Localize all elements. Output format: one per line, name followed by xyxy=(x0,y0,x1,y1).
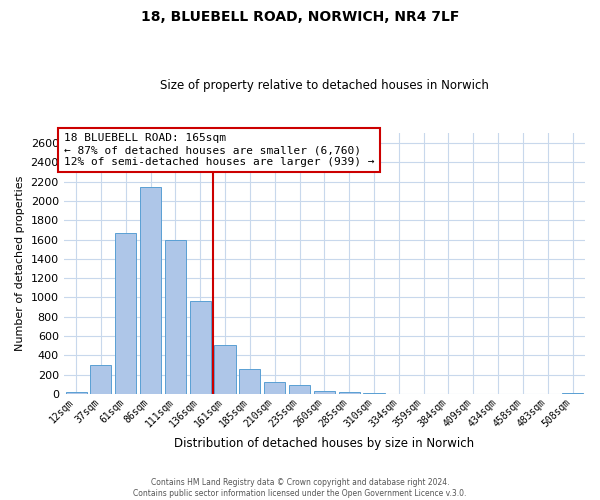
Text: Contains HM Land Registry data © Crown copyright and database right 2024.
Contai: Contains HM Land Registry data © Crown c… xyxy=(133,478,467,498)
Bar xyxy=(338,392,360,394)
Bar xyxy=(239,370,260,394)
X-axis label: Distribution of detached houses by size in Norwich: Distribution of detached houses by size … xyxy=(174,437,475,450)
Y-axis label: Number of detached properties: Number of detached properties xyxy=(15,176,25,352)
Bar xyxy=(91,365,112,394)
Text: 18, BLUEBELL ROAD, NORWICH, NR4 7LF: 18, BLUEBELL ROAD, NORWICH, NR4 7LF xyxy=(141,10,459,24)
Title: Size of property relative to detached houses in Norwich: Size of property relative to detached ho… xyxy=(160,79,489,92)
Bar xyxy=(140,188,161,394)
Bar xyxy=(289,384,310,394)
Bar xyxy=(165,240,186,394)
Bar xyxy=(65,392,86,394)
Bar xyxy=(190,302,211,394)
Bar xyxy=(264,382,285,394)
Bar xyxy=(364,393,385,394)
Bar xyxy=(314,390,335,394)
Bar xyxy=(214,344,236,394)
Text: 18 BLUEBELL ROAD: 165sqm
← 87% of detached houses are smaller (6,760)
12% of sem: 18 BLUEBELL ROAD: 165sqm ← 87% of detach… xyxy=(64,134,374,166)
Bar xyxy=(562,393,583,394)
Bar xyxy=(115,233,136,394)
